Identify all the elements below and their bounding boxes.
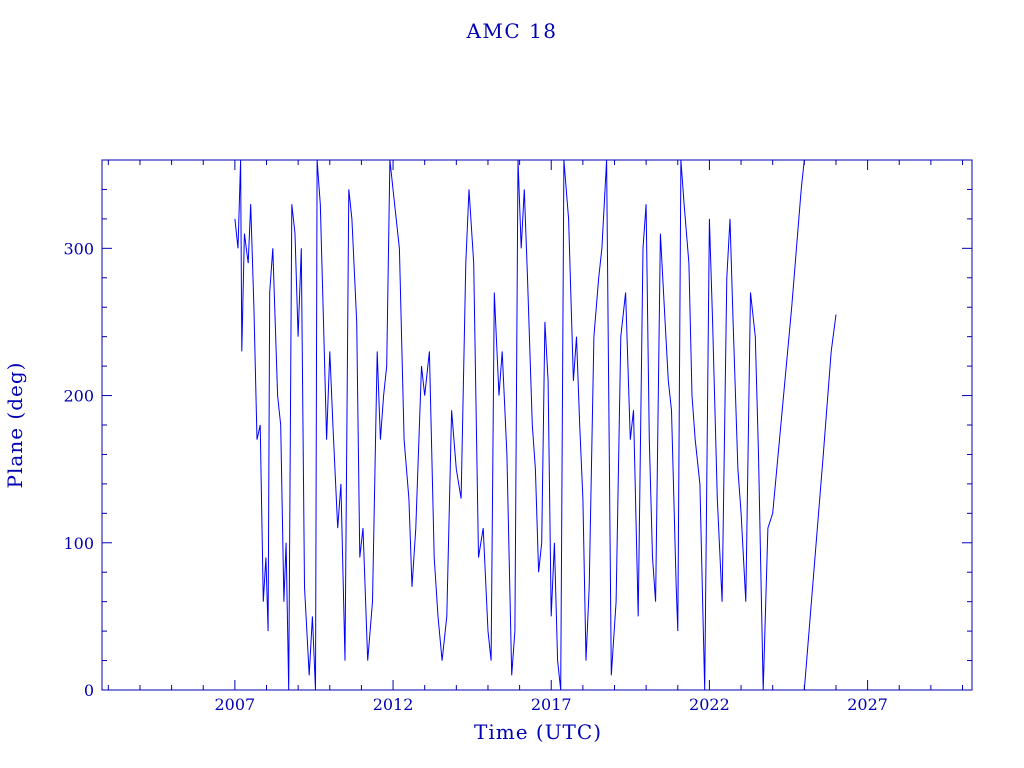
x-tick-label: 2007 [215, 695, 256, 714]
plot-frame [101, 159, 973, 691]
plot-lines [234, 159, 837, 691]
x-tick-label: 2017 [531, 695, 572, 714]
x-tick-label: 2027 [847, 695, 888, 714]
x-tick-labels: 2007 2012 2017 2022 2027 [215, 695, 888, 714]
y-tick-label: 300 [63, 239, 94, 258]
y-tick-label: 200 [63, 387, 94, 406]
x-axis-label: Time (UTC) [474, 720, 602, 744]
y-tick-label: 100 [63, 534, 94, 553]
x-tick-label: 2012 [373, 695, 414, 714]
y-axis-label: Plane (deg) [3, 362, 27, 489]
axes [101, 159, 973, 691]
x-tick-label: 2022 [689, 695, 730, 714]
series-line-1 [234, 159, 805, 691]
series-line-2 [803, 314, 837, 691]
y-tick-label: 0 [84, 681, 94, 700]
y-tick-labels: 0 100 200 300 [63, 239, 94, 700]
chart-title: AMC 18 [465, 19, 557, 43]
